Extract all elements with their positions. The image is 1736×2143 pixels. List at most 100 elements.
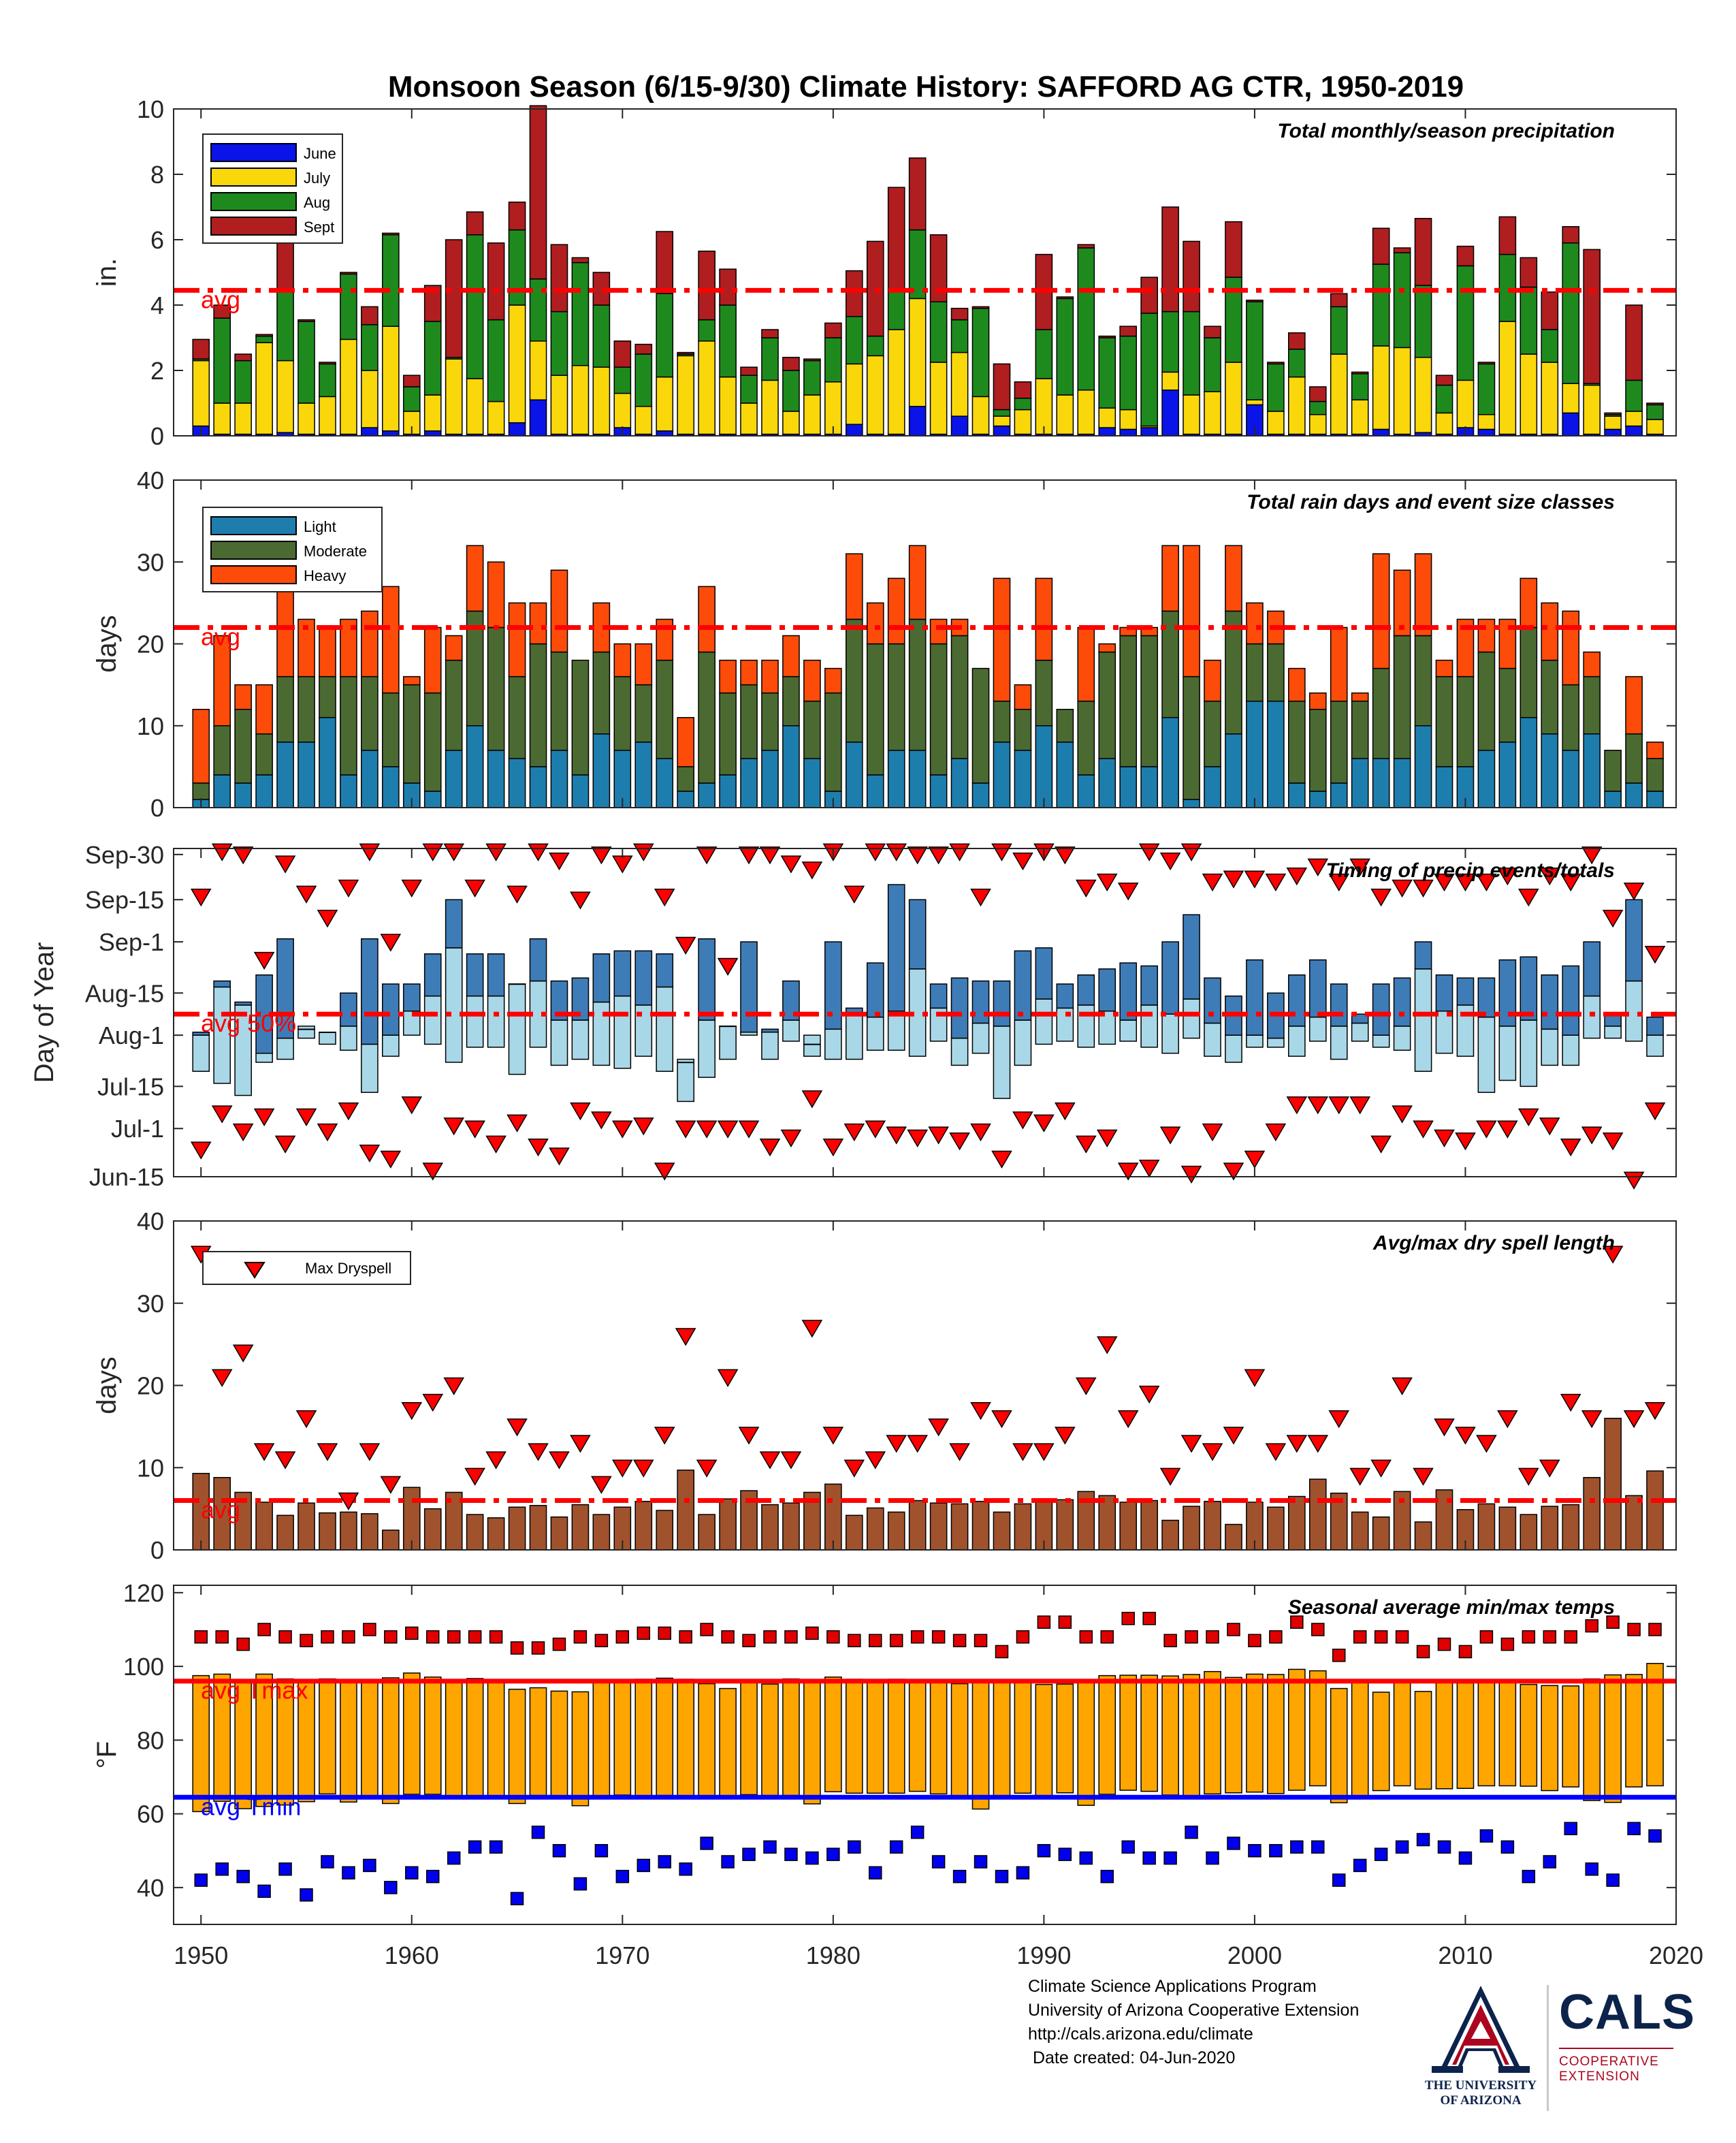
bar-sept xyxy=(719,268,737,306)
timing-box-lower xyxy=(276,1037,294,1060)
dryspell-bar xyxy=(971,1501,990,1551)
last-event-marker xyxy=(843,885,865,904)
temp-range-bar xyxy=(1351,1680,1369,1797)
bar-heavy xyxy=(1308,692,1327,710)
temp-range-bar xyxy=(803,1680,821,1805)
bar-moderate xyxy=(1646,758,1664,792)
max-dryspell-marker xyxy=(780,1451,802,1470)
bar-moderate xyxy=(656,659,674,759)
bar-july xyxy=(192,360,210,427)
bar-sept xyxy=(656,231,674,294)
timing-box-lower xyxy=(1288,1026,1306,1057)
timing-box-lower xyxy=(213,986,231,1084)
bar-heavy xyxy=(929,618,948,645)
timing-box-lower xyxy=(1119,1019,1138,1042)
tmax-extreme-marker xyxy=(1269,1630,1283,1644)
bar-light xyxy=(634,742,653,808)
last-event-marker xyxy=(1055,846,1076,865)
last-event-marker xyxy=(549,852,570,871)
tmin-extreme-marker xyxy=(805,1851,819,1865)
bar-heavy xyxy=(1583,651,1601,678)
y-tick-label: 0 xyxy=(150,794,164,822)
credit-line-university: University of Arizona Cooperative Extens… xyxy=(1028,2001,1360,2020)
tmin-extreme-marker xyxy=(658,1855,671,1869)
bar-moderate xyxy=(677,766,694,792)
bar-july xyxy=(971,396,990,435)
bar-light xyxy=(1330,782,1348,808)
bar-light xyxy=(782,725,800,808)
bar-light xyxy=(803,758,821,808)
tmax-extreme-marker xyxy=(236,1637,250,1651)
bar-july xyxy=(423,394,442,432)
tmin-extreme-marker xyxy=(1332,1873,1346,1887)
tmax-extreme-marker xyxy=(1016,1630,1030,1644)
tmax-extreme-marker xyxy=(447,1630,461,1644)
bar-sept xyxy=(740,366,758,376)
bar-july xyxy=(529,340,547,400)
bar-aug xyxy=(213,317,231,404)
bar-sept xyxy=(1541,291,1559,330)
bar-moderate xyxy=(782,676,800,727)
max-dryspell-marker xyxy=(822,1427,844,1445)
bar-moderate xyxy=(1541,659,1559,735)
bar-light xyxy=(1161,716,1179,808)
y-tick-label: 60 xyxy=(137,1800,164,1828)
tmin-extreme-marker xyxy=(573,1877,588,1891)
max-dryspell-marker xyxy=(632,1459,654,1478)
bar-sept xyxy=(1330,293,1348,308)
panel-4: avg 0 10 20 30 40 days Avg/max dry spell length… xyxy=(92,1207,1677,1564)
first-event-marker xyxy=(380,1150,402,1169)
temp-range-bar xyxy=(1625,1674,1643,1788)
max-dryspell-marker xyxy=(1244,1369,1266,1387)
x-tick-label: 2020 xyxy=(1649,1941,1703,1969)
timing-box-lower xyxy=(1183,998,1200,1039)
bar-sept xyxy=(1351,371,1369,375)
bar-sept xyxy=(1288,332,1306,350)
tmax-extreme-marker xyxy=(1227,1623,1240,1636)
timing-box-lower xyxy=(1477,1016,1496,1093)
last-event-marker xyxy=(1497,868,1518,886)
tmin-extreme-marker xyxy=(1311,1840,1325,1854)
tmin-extreme-marker xyxy=(1522,1869,1536,1884)
timing-box-upper xyxy=(1393,977,1411,1027)
first-event-marker xyxy=(1055,1102,1076,1121)
first-event-marker xyxy=(1244,1150,1266,1169)
max-dryspell-marker xyxy=(253,1443,275,1461)
bar-heavy xyxy=(361,610,379,678)
bar-sept xyxy=(276,239,294,289)
bar-aug xyxy=(423,321,442,396)
bar-aug xyxy=(1541,329,1559,363)
credit-line-program: Climate Science Applications Program xyxy=(1028,1977,1317,1996)
bar-july xyxy=(719,376,737,435)
first-event-marker xyxy=(928,1126,949,1145)
bar-light xyxy=(1183,799,1200,808)
bar-heavy xyxy=(1646,742,1664,759)
credit-line-url[interactable]: http://cals.arizona.edu/climate xyxy=(1028,2025,1253,2044)
bar-heavy xyxy=(1562,610,1580,686)
first-event-marker xyxy=(1033,1114,1055,1132)
temp-range-bar xyxy=(1288,1668,1306,1791)
bar-heavy xyxy=(1288,667,1306,702)
bar-june xyxy=(1140,427,1158,436)
bar-aug xyxy=(1562,242,1580,384)
max-dryspell-marker xyxy=(1476,1435,1497,1453)
tmin-extreme-marker xyxy=(679,1862,692,1876)
max-dryspell-marker xyxy=(1202,1443,1223,1461)
timing-box-upper xyxy=(866,962,884,1018)
temp-range-bar xyxy=(382,1677,400,1805)
bar-moderate xyxy=(1308,708,1327,792)
bar-moderate xyxy=(1098,651,1116,759)
bar-aug xyxy=(1372,264,1390,347)
bar-aug xyxy=(487,319,505,402)
first-event-marker xyxy=(843,1123,865,1142)
temp-range-bar xyxy=(1435,1681,1453,1790)
bar-sept xyxy=(1646,402,1664,406)
bar-sept xyxy=(613,340,632,368)
timing-box-lower xyxy=(1625,980,1643,1042)
bar-june xyxy=(1372,428,1390,436)
bar-aug xyxy=(1393,252,1411,349)
bar-light xyxy=(487,750,505,808)
dryspell-bar xyxy=(1140,1499,1158,1551)
last-event-marker xyxy=(507,885,528,904)
bar-july xyxy=(613,392,632,428)
